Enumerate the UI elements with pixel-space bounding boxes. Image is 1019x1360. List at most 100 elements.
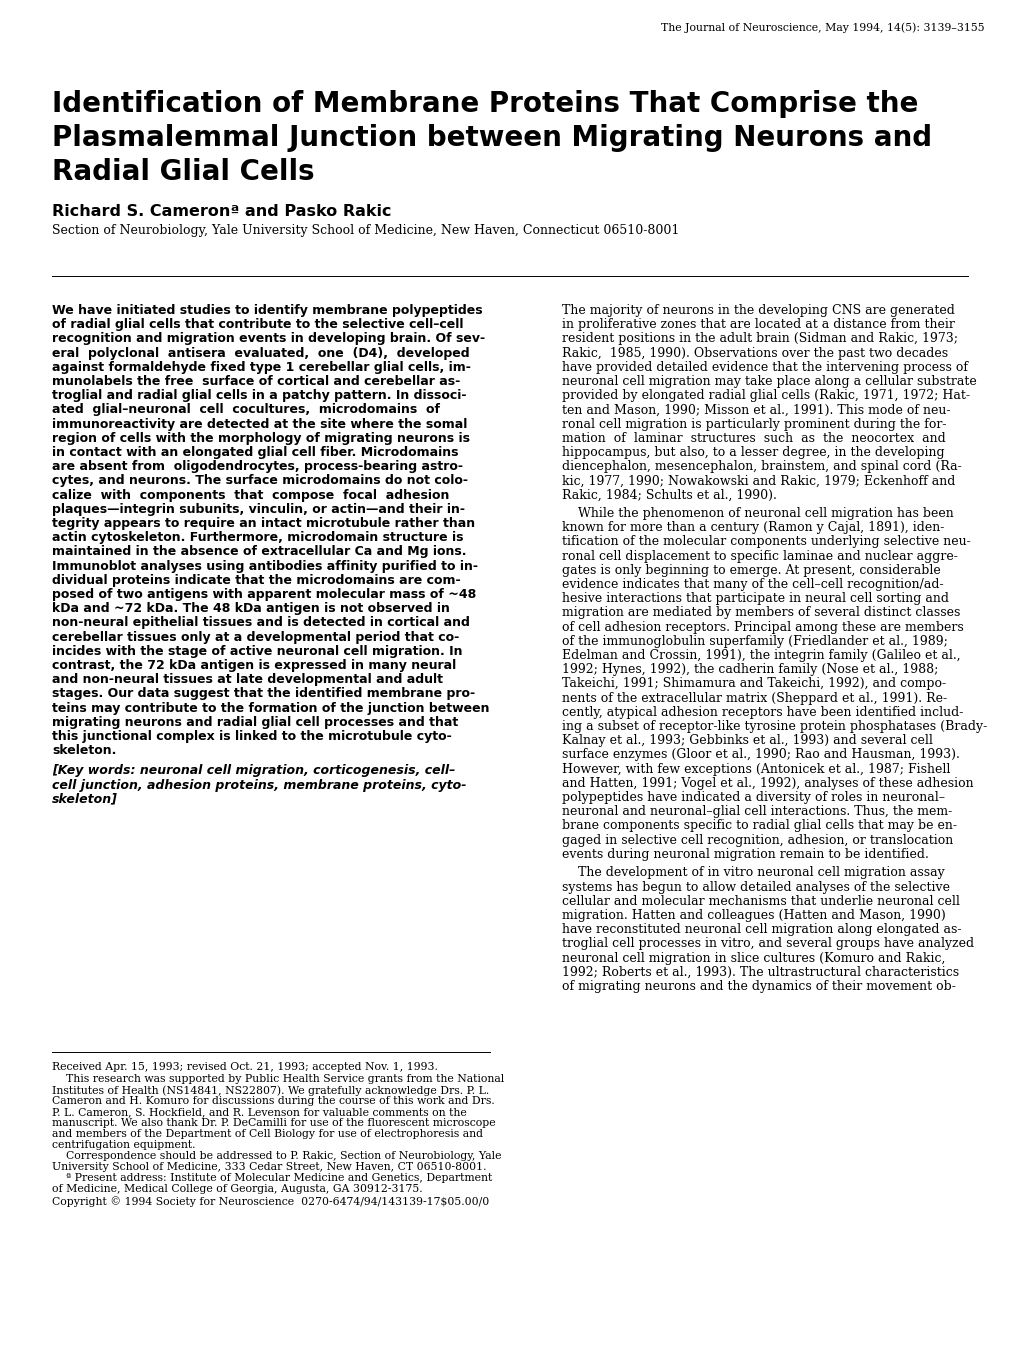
Text: in proliferative zones that are located at a distance from their: in proliferative zones that are located … xyxy=(561,318,954,332)
Text: Correspondence should be addressed to P. Rakic, Section of Neurobiology, Yale: Correspondence should be addressed to P.… xyxy=(52,1151,501,1161)
Text: The Journal of Neuroscience, May 1994, 14(5): 3139–3155: The Journal of Neuroscience, May 1994, 1… xyxy=(660,22,984,33)
Text: P. L. Cameron, S. Hockfield, and R. Levenson for valuable comments on the: P. L. Cameron, S. Hockfield, and R. Leve… xyxy=(52,1107,467,1117)
Text: ated  glial–neuronal  cell  cocultures,  microdomains  of: ated glial–neuronal cell cocultures, mic… xyxy=(52,404,439,416)
Text: and non-neural tissues at late developmental and adult: and non-neural tissues at late developme… xyxy=(52,673,442,687)
Text: Immunoblot analyses using antibodies affinity purified to in-: Immunoblot analyses using antibodies aff… xyxy=(52,559,478,573)
Text: ing a subset of receptor-like tyrosine protein phosphatases (Brady-: ing a subset of receptor-like tyrosine p… xyxy=(561,719,986,733)
Text: calize  with  components  that  compose  focal  adhesion: calize with components that compose foca… xyxy=(52,488,449,502)
Text: neuronal and neuronal–glial cell interactions. Thus, the mem-: neuronal and neuronal–glial cell interac… xyxy=(561,805,952,819)
Text: Copyright © 1994 Society for Neuroscience  0270-6474/94/143139-17$05.00/0: Copyright © 1994 Society for Neuroscienc… xyxy=(52,1195,489,1206)
Text: this junctional complex is linked to the microtubule cyto-: this junctional complex is linked to the… xyxy=(52,730,451,743)
Text: actin cytoskeleton. Furthermore, microdomain structure is: actin cytoskeleton. Furthermore, microdo… xyxy=(52,532,463,544)
Text: hippocampus, but also, to a lesser degree, in the developing: hippocampus, but also, to a lesser degre… xyxy=(561,446,944,460)
Text: posed of two antigens with apparent molecular mass of ~48: posed of two antigens with apparent mole… xyxy=(52,588,476,601)
Text: migrating neurons and radial glial cell processes and that: migrating neurons and radial glial cell … xyxy=(52,715,458,729)
Text: non-neural epithelial tissues and is detected in cortical and: non-neural epithelial tissues and is det… xyxy=(52,616,470,630)
Text: of the immunoglobulin superfamily (Friedlander et al., 1989;: of the immunoglobulin superfamily (Fried… xyxy=(561,635,947,647)
Text: polypeptides have indicated a diversity of roles in neuronal–: polypeptides have indicated a diversity … xyxy=(561,792,944,804)
Text: are absent from  oligodendrocytes, process-bearing astro-: are absent from oligodendrocytes, proces… xyxy=(52,460,463,473)
Text: of cell adhesion receptors. Principal among these are members: of cell adhesion receptors. Principal am… xyxy=(561,620,963,634)
Text: cytes, and neurons. The surface microdomains do not colo-: cytes, and neurons. The surface microdom… xyxy=(52,475,468,487)
Text: The majority of neurons in the developing CNS are generated: The majority of neurons in the developin… xyxy=(561,305,954,317)
Text: Cameron and H. Komuro for discussions during the course of this work and Drs.: Cameron and H. Komuro for discussions du… xyxy=(52,1096,494,1106)
Text: diencephalon, mesencephalon, brainstem, and spinal cord (Ra-: diencephalon, mesencephalon, brainstem, … xyxy=(561,460,961,473)
Text: against formaldehyde fixed type 1 cerebellar glial cells, im-: against formaldehyde fixed type 1 cerebe… xyxy=(52,360,471,374)
Text: migration. Hatten and colleagues (Hatten and Mason, 1990): migration. Hatten and colleagues (Hatten… xyxy=(561,908,945,922)
Text: recognition and migration events in developing brain. Of sev-: recognition and migration events in deve… xyxy=(52,332,485,345)
Text: cently, atypical adhesion receptors have been identified includ-: cently, atypical adhesion receptors have… xyxy=(561,706,962,719)
Text: Institutes of Health (NS14841, NS22807). We gratefully acknowledge Drs. P. L.: Institutes of Health (NS14841, NS22807).… xyxy=(52,1085,489,1096)
Text: in contact with an elongated glial cell fiber. Microdomains: in contact with an elongated glial cell … xyxy=(52,446,459,460)
Text: skeleton]: skeleton] xyxy=(52,793,118,805)
Text: While the phenomenon of neuronal cell migration has been: While the phenomenon of neuronal cell mi… xyxy=(561,507,953,520)
Text: Plasmalemmal Junction between Migrating Neurons and: Plasmalemmal Junction between Migrating … xyxy=(52,124,931,152)
Text: centrifugation equipment.: centrifugation equipment. xyxy=(52,1140,196,1151)
Text: events during neuronal migration remain to be identified.: events during neuronal migration remain … xyxy=(561,847,928,861)
Text: manuscript. We also thank Dr. P. DeCamilli for use of the fluorescent microscope: manuscript. We also thank Dr. P. DeCamil… xyxy=(52,1118,495,1127)
Text: troglial and radial glial cells in a patchy pattern. In dissoci-: troglial and radial glial cells in a pat… xyxy=(52,389,466,403)
Text: maintained in the absence of extracellular Ca and Mg ions.: maintained in the absence of extracellul… xyxy=(52,545,466,559)
Text: systems has begun to allow detailed analyses of the selective: systems has begun to allow detailed anal… xyxy=(561,880,949,894)
Text: ronal cell displacement to specific laminae and nuclear aggre-: ronal cell displacement to specific lami… xyxy=(561,549,957,563)
Text: mation  of  laminar  structures  such  as  the  neocortex  and: mation of laminar structures such as the… xyxy=(561,432,945,445)
Text: dividual proteins indicate that the microdomains are com-: dividual proteins indicate that the micr… xyxy=(52,574,461,586)
Text: stages. Our data suggest that the identified membrane pro-: stages. Our data suggest that the identi… xyxy=(52,687,475,700)
Text: 1992; Hynes, 1992), the cadherin family (Nose et al., 1988;: 1992; Hynes, 1992), the cadherin family … xyxy=(561,664,937,676)
Text: troglial cell processes in vitro, and several groups have analyzed: troglial cell processes in vitro, and se… xyxy=(561,937,973,951)
Text: munolabels the free  surface of cortical and cerebellar as-: munolabels the free surface of cortical … xyxy=(52,375,460,388)
Text: incides with the stage of active neuronal cell migration. In: incides with the stage of active neurona… xyxy=(52,645,462,658)
Text: Richard S. Cameronª and Pasko Rakic: Richard S. Cameronª and Pasko Rakic xyxy=(52,204,391,219)
Text: plaques—integrin subunits, vinculin, or actin—and their in-: plaques—integrin subunits, vinculin, or … xyxy=(52,503,465,515)
Text: hesive interactions that participate in neural cell sorting and: hesive interactions that participate in … xyxy=(561,592,948,605)
Text: contrast, the 72 kDa antigen is expressed in many neural: contrast, the 72 kDa antigen is expresse… xyxy=(52,660,455,672)
Text: ª Present address: Institute of Molecular Medicine and Genetics, Department: ª Present address: Institute of Molecula… xyxy=(52,1172,492,1183)
Text: surface enzymes (Gloor et al., 1990; Rao and Hausman, 1993).: surface enzymes (Gloor et al., 1990; Rao… xyxy=(561,748,959,762)
Text: Identification of Membrane Proteins That Comprise the: Identification of Membrane Proteins That… xyxy=(52,90,917,118)
Text: migration are mediated by members of several distinct classes: migration are mediated by members of sev… xyxy=(561,607,960,619)
Text: Section of Neurobiology, Yale University School of Medicine, New Haven, Connecti: Section of Neurobiology, Yale University… xyxy=(52,224,679,237)
Text: gates is only beginning to emerge. At present, considerable: gates is only beginning to emerge. At pr… xyxy=(561,564,940,577)
Text: skeleton.: skeleton. xyxy=(52,744,116,758)
Text: region of cells with the morphology of migrating neurons is: region of cells with the morphology of m… xyxy=(52,432,470,445)
Text: kDa and ~72 kDa. The 48 kDa antigen is not observed in: kDa and ~72 kDa. The 48 kDa antigen is n… xyxy=(52,602,449,615)
Text: neuronal cell migration in slice cultures (Komuro and Rakic,: neuronal cell migration in slice culture… xyxy=(561,952,945,964)
Text: University School of Medicine, 333 Cedar Street, New Haven, CT 06510-8001.: University School of Medicine, 333 Cedar… xyxy=(52,1161,486,1172)
Text: brane components specific to radial glial cells that may be en-: brane components specific to radial glia… xyxy=(561,820,956,832)
Text: [Key words: neuronal cell migration, corticogenesis, cell–: [Key words: neuronal cell migration, cor… xyxy=(52,764,454,778)
Text: Rakic,  1985, 1990). Observations over the past two decades: Rakic, 1985, 1990). Observations over th… xyxy=(561,347,948,359)
Text: Rakic, 1984; Schults et al., 1990).: Rakic, 1984; Schults et al., 1990). xyxy=(561,488,776,502)
Text: 1992; Roberts et al., 1993). The ultrastructural characteristics: 1992; Roberts et al., 1993). The ultrast… xyxy=(561,966,958,979)
Text: gaged in selective cell recognition, adhesion, or translocation: gaged in selective cell recognition, adh… xyxy=(561,834,953,847)
Text: known for more than a century (Ramon y Cajal, 1891), iden-: known for more than a century (Ramon y C… xyxy=(561,521,944,534)
Text: Edelman and Crossin, 1991), the integrin family (Galileo et al.,: Edelman and Crossin, 1991), the integrin… xyxy=(561,649,960,662)
Text: kic, 1977, 1990; Nowakowski and Rakic, 1979; Eckenhoff and: kic, 1977, 1990; Nowakowski and Rakic, 1… xyxy=(561,475,955,487)
Text: This research was supported by Public Health Service grants from the National: This research was supported by Public He… xyxy=(52,1074,503,1084)
Text: have reconstituted neuronal cell migration along elongated as-: have reconstituted neuronal cell migrati… xyxy=(561,923,961,936)
Text: nents of the extracellular matrix (Sheppard et al., 1991). Re-: nents of the extracellular matrix (Shepp… xyxy=(561,692,947,704)
Text: immunoreactivity are detected at the site where the somal: immunoreactivity are detected at the sit… xyxy=(52,418,467,431)
Text: eral  polyclonal  antisera  evaluated,  one  (D4),  developed: eral polyclonal antisera evaluated, one … xyxy=(52,347,469,359)
Text: evidence indicates that many of the cell–cell recognition/ad-: evidence indicates that many of the cell… xyxy=(561,578,943,592)
Text: ten and Mason, 1990; Misson et al., 1991). This mode of neu-: ten and Mason, 1990; Misson et al., 1991… xyxy=(561,404,950,416)
Text: However, with few exceptions (Antonicek et al., 1987; Fishell: However, with few exceptions (Antonicek … xyxy=(561,763,950,775)
Text: and members of the Department of Cell Biology for use of electrophoresis and: and members of the Department of Cell Bi… xyxy=(52,1129,483,1140)
Text: Received Apr. 15, 1993; revised Oct. 21, 1993; accepted Nov. 1, 1993.: Received Apr. 15, 1993; revised Oct. 21,… xyxy=(52,1062,437,1072)
Text: resident positions in the adult brain (Sidman and Rakic, 1973;: resident positions in the adult brain (S… xyxy=(561,332,957,345)
Text: teins may contribute to the formation of the junction between: teins may contribute to the formation of… xyxy=(52,702,489,714)
Text: Radial Glial Cells: Radial Glial Cells xyxy=(52,158,314,186)
Text: provided by elongated radial glial cells (Rakic, 1971, 1972; Hat-: provided by elongated radial glial cells… xyxy=(561,389,969,403)
Text: have provided detailed evidence that the intervening process of: have provided detailed evidence that the… xyxy=(561,360,967,374)
Text: Kalnay et al., 1993; Gebbinks et al., 1993) and several cell: Kalnay et al., 1993; Gebbinks et al., 19… xyxy=(561,734,932,747)
Text: and Hatten, 1991; Vogel et al., 1992), analyses of these adhesion: and Hatten, 1991; Vogel et al., 1992), a… xyxy=(561,777,973,790)
Text: neuronal cell migration may take place along a cellular substrate: neuronal cell migration may take place a… xyxy=(561,375,976,388)
Text: cerebellar tissues only at a developmental period that co-: cerebellar tissues only at a development… xyxy=(52,631,459,643)
Text: cell junction, adhesion proteins, membrane proteins, cyto-: cell junction, adhesion proteins, membra… xyxy=(52,778,466,792)
Text: of Medicine, Medical College of Georgia, Augusta, GA 30912-3175.: of Medicine, Medical College of Georgia,… xyxy=(52,1185,422,1194)
Text: ronal cell migration is particularly prominent during the for-: ronal cell migration is particularly pro… xyxy=(561,418,946,431)
Text: tification of the molecular components underlying selective neu-: tification of the molecular components u… xyxy=(561,536,970,548)
Text: tegrity appears to require an intact microtubule rather than: tegrity appears to require an intact mic… xyxy=(52,517,475,530)
Text: The development of in vitro neuronal cell migration assay: The development of in vitro neuronal cel… xyxy=(561,866,944,880)
Text: Takeichi, 1991; Shimamura and Takeichi, 1992), and compo-: Takeichi, 1991; Shimamura and Takeichi, … xyxy=(561,677,946,691)
Text: cellular and molecular mechanisms that underlie neuronal cell: cellular and molecular mechanisms that u… xyxy=(561,895,959,907)
Text: of migrating neurons and the dynamics of their movement ob-: of migrating neurons and the dynamics of… xyxy=(561,981,955,993)
